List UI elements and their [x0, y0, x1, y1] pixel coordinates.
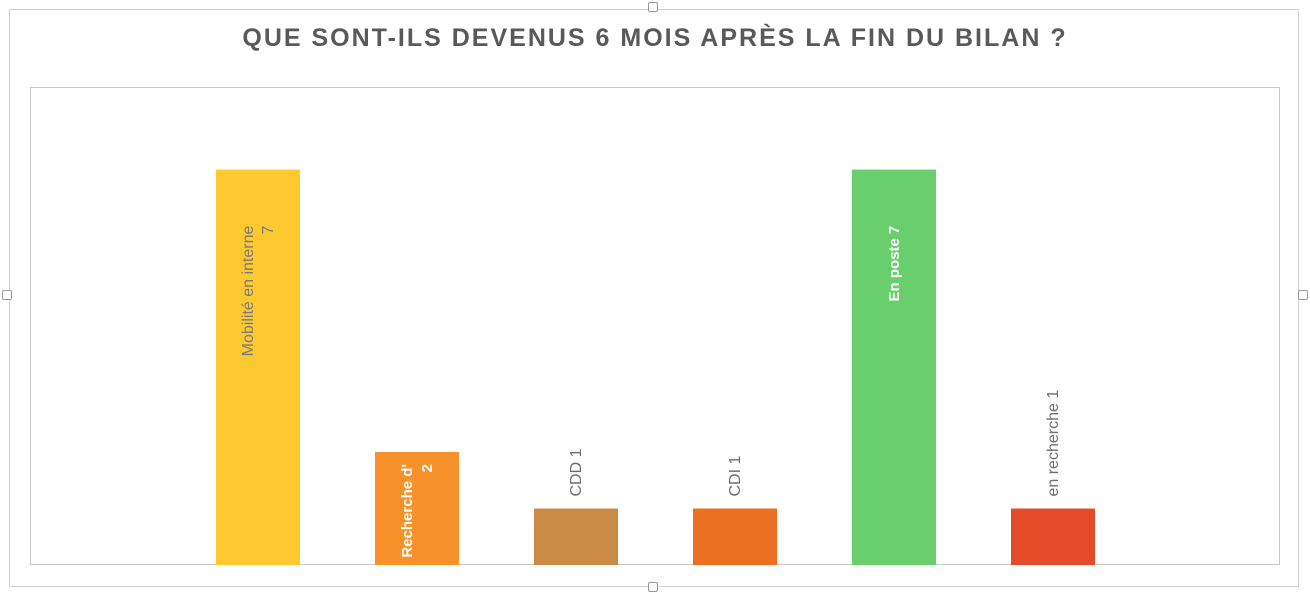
chart-title: QUE SONT-ILS DEVENUS 6 MOIS APRÈS LA FIN… — [242, 24, 1068, 52]
resize-handle-top[interactable] — [648, 2, 658, 12]
resize-handle-left[interactable] — [2, 290, 12, 300]
data-label-4-line-1: CDI 1 — [727, 456, 744, 497]
data-label-1-line-1: Mobilité en interne — [240, 226, 257, 357]
bar-1[interactable] — [216, 169, 300, 565]
resize-handle-right[interactable] — [1298, 290, 1308, 300]
bar-2[interactable] — [375, 452, 459, 565]
data-label-3-line-1: CDD 1 — [568, 448, 585, 496]
data-label-5-line-1: En poste 7 — [886, 226, 903, 302]
data-label-6-line-1: en recherche 1 — [1045, 390, 1062, 497]
bar-4[interactable] — [693, 508, 777, 565]
bar-3[interactable] — [534, 508, 618, 565]
data-label-2-line-2: 2 — [419, 464, 436, 472]
plot-area: Mobilité en interne 7 Recherche d' 2 CDD 1 CD… — [30, 87, 1280, 565]
bar-chart: Mobilité en interne 7 Recherche d' 2 CDD 1 CD… — [216, 169, 1095, 565]
resize-handle-bottom[interactable] — [648, 582, 658, 592]
bar-6[interactable] — [1011, 508, 1095, 565]
bar-5[interactable] — [852, 169, 936, 565]
data-label-2-line-1: Recherche d' — [399, 464, 416, 558]
data-label-1-line-2: 7 — [260, 226, 277, 235]
